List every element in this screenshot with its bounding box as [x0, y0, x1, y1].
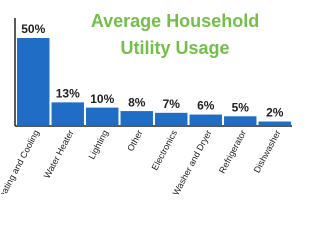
- x-tick-label: Washer and Dryer: [171, 128, 214, 194]
- value-label: 13%: [56, 87, 80, 101]
- bar: [224, 116, 257, 125]
- bar: [86, 107, 119, 125]
- bar: [189, 114, 222, 125]
- chart-title: Average Household Utility Usage: [90, 11, 260, 58]
- x-tick-label: Other: [125, 128, 144, 153]
- value-label: 7%: [163, 97, 181, 111]
- bar: [51, 102, 84, 125]
- bar: [17, 38, 50, 125]
- bar: [155, 112, 188, 125]
- value-label: 6%: [197, 99, 215, 113]
- value-label: 8%: [128, 95, 146, 109]
- value-label: 10%: [90, 92, 114, 106]
- value-label: 50%: [21, 22, 45, 36]
- bar: [120, 111, 153, 125]
- x-tick-label: Electronics: [150, 128, 180, 172]
- value-label: 5%: [232, 100, 250, 114]
- page: 50% Heating and Cooling 13% Water Heater 10%…: [0, 11, 292, 194]
- x-tick-label: Water Heater: [42, 128, 76, 180]
- value-label: 2%: [266, 106, 284, 120]
- bar: [258, 121, 291, 125]
- chart: 50% Heating and Cooling 13% Water Heater 10%…: [0, 18, 292, 194]
- x-tick-label: Heating and Cooling: [0, 128, 41, 194]
- x-tick-label: Refrigerator: [217, 128, 248, 175]
- x-tick-label: Dishwasher: [252, 128, 283, 174]
- x-tick-label: Lighting: [86, 128, 110, 161]
